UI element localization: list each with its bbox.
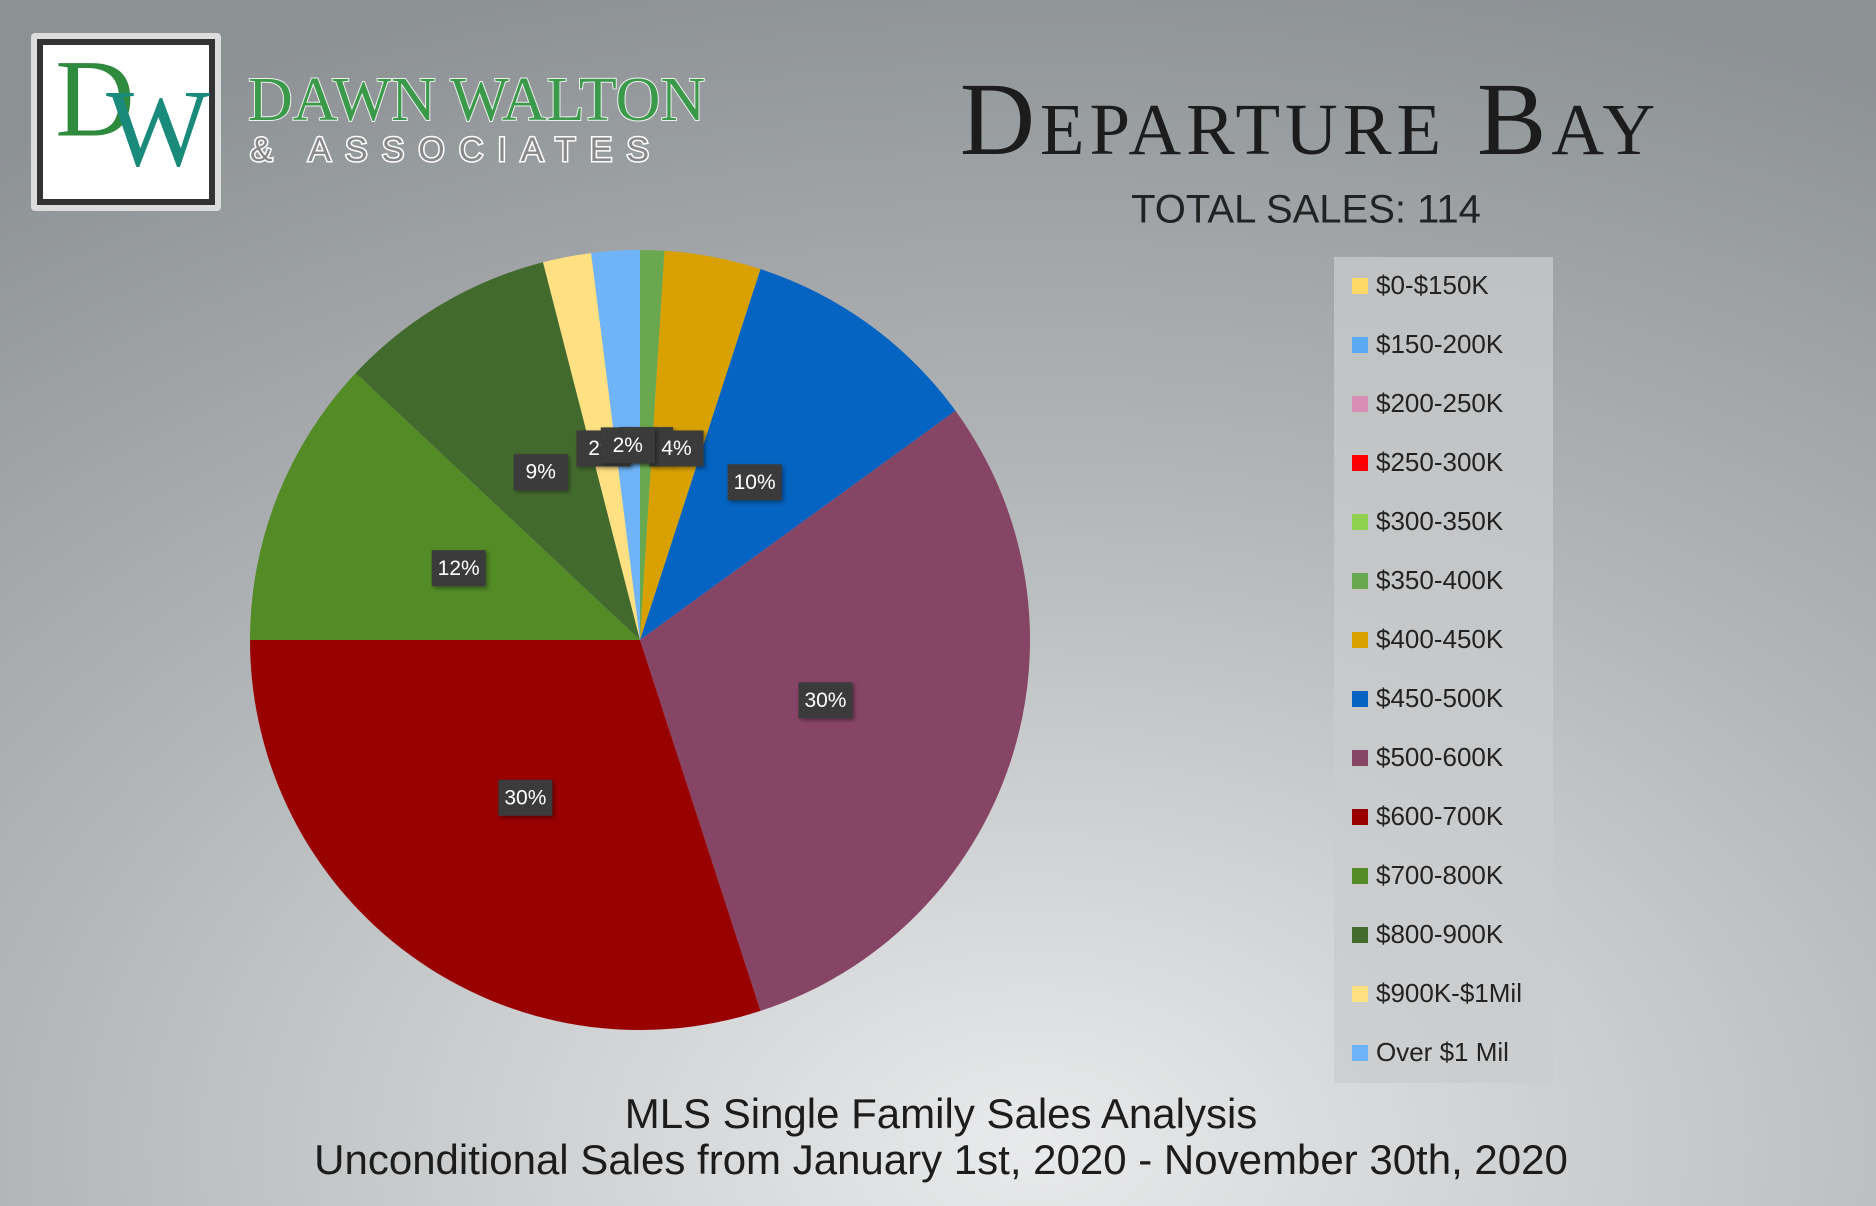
legend-label: $350-400K (1376, 565, 1504, 595)
data-label-text: 12% (438, 557, 480, 580)
legend-label: $250-300K (1376, 447, 1504, 477)
pie-slice (355, 262, 640, 640)
legend-label: $400-450K (1376, 624, 1504, 654)
legend-label: $600-700K (1376, 801, 1504, 831)
data-label: 2% (600, 427, 655, 464)
legend-label: $300-350K (1376, 506, 1504, 536)
data-label: 30% (798, 682, 853, 719)
legend-swatch (1352, 455, 1368, 471)
legend-swatch (1352, 750, 1368, 766)
legend-swatch (1352, 632, 1368, 648)
legend-swatch (1352, 337, 1368, 353)
logo-box (37, 39, 215, 205)
legend-box (1334, 257, 1553, 1083)
data-label-text: 30% (504, 786, 546, 809)
legend-swatch (1352, 691, 1368, 707)
data-label-box (649, 430, 704, 467)
legend-label: Over $1 Mil (1376, 1037, 1509, 1067)
legend-label: $450-500K (1376, 683, 1504, 713)
legend-label: $200-250K (1376, 388, 1504, 418)
legend-label: $150-200K (1376, 329, 1504, 359)
data-label-text: 2% (613, 434, 643, 457)
chart-subtitle: TOTAL SALES: 114 (1131, 188, 1481, 232)
footer-line: MLS Single Family Sales Analysis (625, 1090, 1258, 1137)
data-label-box (498, 779, 553, 816)
data-label-box (798, 682, 853, 719)
data-label-box (513, 454, 568, 491)
legend-swatch (1352, 927, 1368, 943)
pie-slice (640, 269, 956, 640)
data-label: 4% (649, 430, 704, 467)
legend-label: $700-800K (1376, 860, 1504, 890)
legend-swatch (1352, 868, 1368, 884)
data-label-text: 30% (804, 689, 846, 712)
legend-swatch (1352, 278, 1368, 294)
legend-label: $900K-$1Mil (1376, 978, 1522, 1008)
data-label-box (600, 427, 655, 464)
legend-label: $500-600K (1376, 742, 1504, 772)
data-label: 12% (431, 550, 486, 587)
legend-swatch (1352, 514, 1368, 530)
legend-swatch (1352, 573, 1368, 589)
legend-swatch (1352, 1045, 1368, 1061)
data-label: 30% (498, 779, 553, 816)
legend-swatch (1352, 986, 1368, 1002)
pie-slice (250, 373, 640, 640)
footer-line: Unconditional Sales from January 1st, 20… (314, 1136, 1568, 1183)
data-label-text: 4% (661, 437, 691, 460)
legend-swatch (1352, 396, 1368, 412)
legend-swatch (1352, 809, 1368, 825)
logo-tagline: & ASSOCIATES (250, 131, 663, 169)
data-label: 9% (513, 454, 568, 491)
logo-letter: D (55, 37, 134, 159)
legend-label: $0-$150K (1376, 270, 1489, 300)
data-label-text: 9% (526, 461, 556, 484)
data-label: 10% (727, 464, 782, 501)
logo-name: DAWN WALTON (248, 66, 705, 134)
data-label-box (431, 550, 486, 587)
logo-letter: W (106, 67, 210, 189)
data-label-text: 10% (734, 471, 776, 494)
data-label-box (727, 464, 782, 501)
chart-title: Departure Bay (960, 62, 1660, 177)
legend-label: $800-900K (1376, 919, 1504, 949)
pie-slice (250, 640, 761, 1030)
